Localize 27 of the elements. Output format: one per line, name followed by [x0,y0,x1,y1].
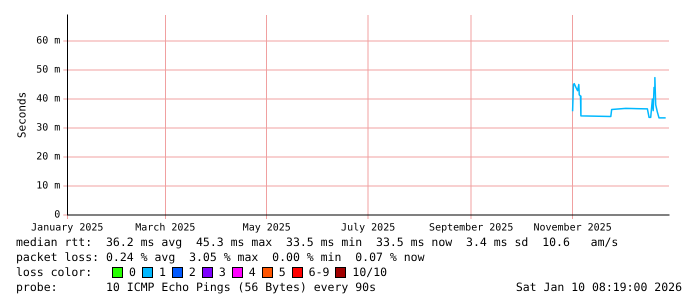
x-tick-label: November 2025 [533,222,612,234]
text: Sat Jan 10 08:19:00 2026 [516,280,682,295]
y-tick-label: 20 m [36,152,60,163]
text: probe: 10 ICMP Echo Pings (56 Bytes) every 90s [16,280,376,295]
legend-label: 1 [158,265,166,280]
y-tick-label: 10 m [36,180,60,192]
legend-label: 5 [278,265,286,280]
x-tick-label: July 2025 [341,222,396,234]
y-axis-title: Seconds [15,92,28,138]
y-tick-label: 40 m [36,94,60,105]
text: packet loss: 0.24 % avg 3.05 % max 0.00 % min 0.07 % now [16,250,426,265]
x-tick-label: January 2025 [31,222,104,234]
y-tick-label: 0 [54,210,60,221]
legend-label: 4 [248,265,256,280]
y-tick-label: 30 m [36,122,60,134]
legend-label: 2 [188,265,196,280]
x-tick-label: September 2025 [429,222,514,234]
y-tick-label: 50 m [36,64,60,76]
text: median rtt: 36.2 ms avg 45.3 ms max 33.5 ms min 33.5 ms now 3.4 ms sd 10.6 am/s [16,235,620,250]
legend-title: loss color: [16,265,94,280]
legend-label: 0 [129,265,136,280]
x-tick-label: May 2025 [242,222,291,234]
legend-label: 10/10 [352,265,388,280]
legend-label: 3 [218,265,226,280]
x-tick-label: March 2025 [135,222,196,234]
y-tick-label: 60 m [36,36,60,47]
legend-label: 6-9 [308,265,330,280]
